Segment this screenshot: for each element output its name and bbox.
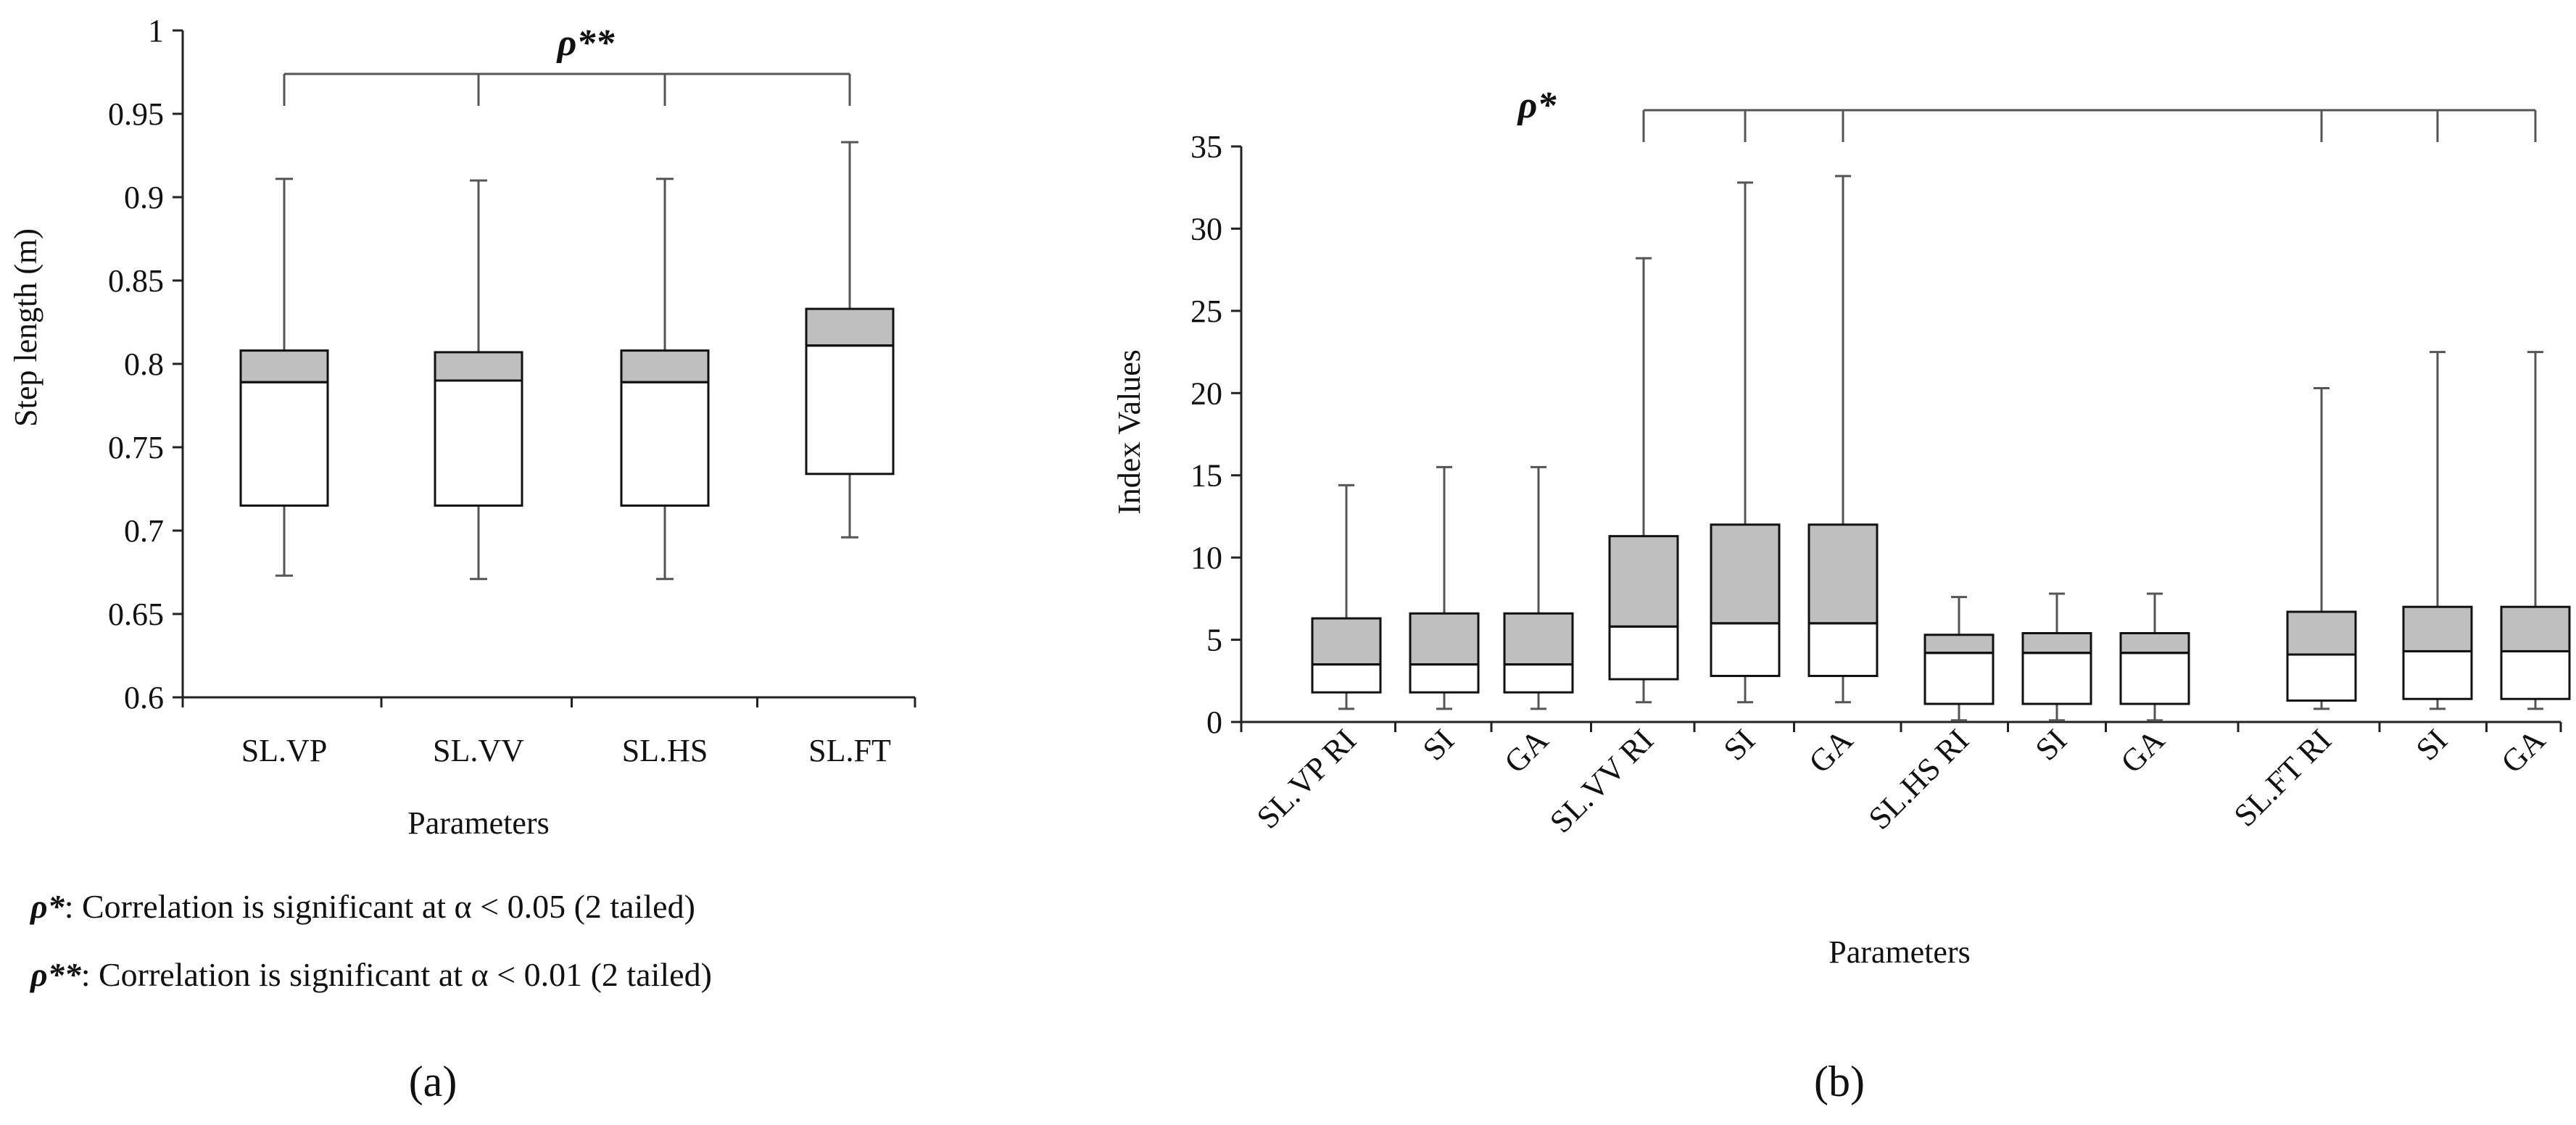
b-box-lower-quartile (2402, 649, 2473, 700)
b-x-category-label: SI (1717, 722, 1762, 767)
a-box-lower-quartile (620, 381, 710, 507)
panel-b-label: (b) (1814, 1058, 1865, 1105)
panel-a-xlabel: Parameters (407, 805, 549, 841)
b-box-upper-quartile (1608, 535, 1679, 628)
b-y-tick-label: 15 (1190, 458, 1222, 494)
b-box-upper-quartile (1807, 523, 1879, 625)
a-box-lower-quartile (805, 344, 895, 476)
a-y-tick-label: 0.65 (108, 597, 164, 632)
b-y-tick-label: 0 (1206, 705, 1222, 740)
legend-line-1: ρ*: Correlation is significant at α < 0.… (29, 888, 695, 925)
b-box-lower-quartile (1409, 663, 1480, 694)
b-box-upper-quartile (2021, 631, 2092, 655)
b-box-lower-quartile (2500, 649, 2571, 700)
legend-line-2-text: : Correlation is significant at α < 0.01… (81, 956, 712, 993)
b-box-lower-quartile (1311, 663, 1382, 694)
b-x-category-label: GA (1497, 722, 1555, 780)
a-box-upper-quartile (805, 307, 895, 347)
b-box-lower-quartile (1503, 663, 1574, 694)
a-x-category-label: SL.FT (808, 733, 891, 768)
b-box-lower-quartile (1608, 625, 1679, 681)
a-y-tick-label: 0.95 (108, 96, 164, 132)
a-y-tick-label: 0.75 (108, 430, 164, 465)
b-box-upper-quartile (1311, 617, 1382, 666)
b-x-category-label: GA (1802, 722, 1860, 780)
b-box-lower-quartile (1710, 622, 1781, 677)
a-x-category-label: SL.HS (622, 733, 708, 768)
b-box-lower-quartile (2119, 652, 2190, 705)
b-x-category-label: SI (1416, 722, 1461, 767)
b-box-upper-quartile (1409, 612, 1480, 666)
a-y-tick-label: 0.6 (124, 680, 164, 715)
significance-legend: ρ*: Correlation is significant at α < 0.… (29, 888, 712, 993)
b-box-lower-quartile (2286, 653, 2357, 702)
a-y-tick-label: 0.8 (124, 346, 164, 382)
panel-a-ylabel: Step length (m) (8, 228, 44, 427)
a-box-upper-quartile (434, 351, 523, 382)
b-box-upper-quartile (2402, 605, 2473, 652)
b-y-tick-label: 20 (1190, 375, 1222, 411)
legend-line-2-symbol: ρ** (29, 956, 82, 993)
a-y-tick-label: 0.85 (108, 263, 164, 299)
b-box-upper-quartile (2119, 631, 2190, 655)
b-y-tick-label: 35 (1190, 129, 1222, 165)
b-x-category-label: SL.VV RI (1543, 722, 1660, 839)
b-box-lower-quartile (1923, 652, 1995, 705)
b-x-category-label: GA (2494, 722, 2552, 780)
panel-b-ylabel: Index Values (1111, 349, 1147, 515)
a-y-tick-label: 1 (148, 13, 164, 49)
b-y-tick-label: 10 (1190, 540, 1222, 576)
panel-a-label: (a) (409, 1058, 457, 1105)
a-box-lower-quartile (434, 379, 523, 507)
a-x-category-label: SL.VP (241, 733, 328, 768)
b-x-category-label: SL.HS RI (1862, 722, 1976, 836)
a-box-upper-quartile (620, 349, 710, 383)
b-box-upper-quartile (1710, 523, 1781, 625)
b-box-upper-quartile (1923, 634, 1995, 655)
b-y-tick-label: 30 (1190, 211, 1222, 246)
panel-a-significance-label: ρ** (556, 22, 616, 64)
a-x-category-label: SL.VV (433, 733, 524, 768)
a-y-tick-label: 0.9 (124, 180, 164, 215)
b-x-category-label: SL.FT RI (2227, 722, 2338, 833)
legend-line-2: ρ**: Correlation is significant at α < 0… (29, 956, 712, 993)
b-y-tick-label: 5 (1206, 623, 1222, 658)
panel-b-significance-label: ρ* (1517, 85, 1557, 126)
b-box-upper-quartile (2286, 610, 2357, 656)
panel-a-marks: 0.6 0.65 0.7 0.75 0.8 0.85 0.9 0.95 1 SL.VP SL.VV S… (108, 13, 916, 768)
a-box-lower-quartile (239, 381, 329, 507)
b-box-lower-quartile (1807, 622, 1879, 677)
b-box-upper-quartile (2500, 605, 2571, 652)
a-y-tick-label: 0.7 (124, 513, 164, 549)
b-box-upper-quartile (1503, 612, 1574, 666)
panel-a: 0.6 0.65 0.7 0.75 0.8 0.85 0.9 0.95 1 SL.VP SL.VV S… (8, 13, 916, 1105)
panel-b-xlabel: Parameters (1829, 934, 1970, 970)
legend-line-1-symbol: ρ* (29, 888, 65, 925)
b-x-category-label: GA (2113, 722, 2171, 780)
b-box-lower-quartile (2021, 652, 2092, 705)
b-y-tick-label: 25 (1190, 294, 1222, 329)
a-box-upper-quartile (239, 349, 329, 383)
b-x-category-label: SI (2029, 722, 2074, 767)
b-x-category-label: SI (2409, 722, 2454, 767)
b-x-category-label: SL.VP RI (1250, 722, 1363, 835)
legend-line-1-text: : Correlation is significant at α < 0.05… (65, 888, 695, 925)
